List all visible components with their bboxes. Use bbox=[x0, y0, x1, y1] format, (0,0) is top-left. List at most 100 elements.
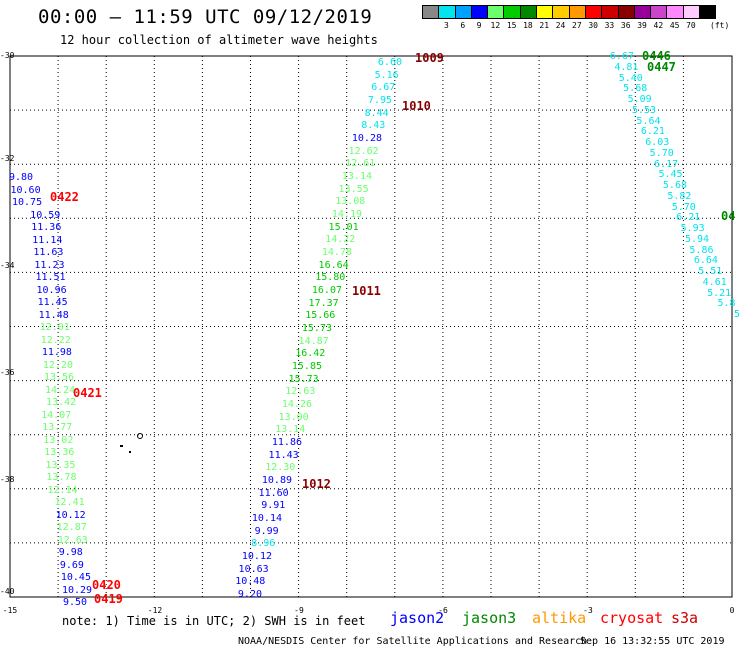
wave-height-label: 14.19 bbox=[331, 209, 362, 220]
wave-height-label: 5.51 bbox=[698, 266, 723, 277]
wave-height-label: 13.02 bbox=[43, 434, 74, 446]
wave-height-label: 12.30 bbox=[265, 462, 296, 474]
wave-height-label: 13.00 bbox=[278, 411, 309, 423]
wave-height-label: 14.26 bbox=[281, 399, 312, 410]
wave-height-label: 5.16 bbox=[374, 69, 399, 81]
wave-height-label: 12.63 bbox=[285, 386, 316, 398]
wave-height-label: 5.82 bbox=[667, 190, 692, 202]
color-scale-tick: 6 bbox=[460, 21, 466, 30]
wave-height-label: 13.55 bbox=[338, 183, 369, 195]
latitude-label: -40 bbox=[0, 587, 15, 596]
wave-height-label: 12.14 bbox=[47, 484, 78, 496]
wave-height-label: 15.80 bbox=[315, 272, 346, 284]
pass-time-label: 1009 bbox=[415, 51, 444, 65]
color-scale-tick: 30 bbox=[588, 21, 598, 30]
wave-height-label: 13.42 bbox=[46, 397, 77, 408]
wave-height-label: 12.22 bbox=[40, 334, 71, 346]
chart-subtitle: 12 hour collection of altimeter wave hei… bbox=[60, 33, 378, 47]
wave-height-label: 10.60 bbox=[10, 184, 41, 196]
pass-time-label: 0446 bbox=[642, 49, 671, 63]
wave-height-label: 13.14 bbox=[341, 171, 372, 182]
wave-height-label: 5.53 bbox=[631, 104, 657, 116]
color-scale-tick: 27 bbox=[572, 21, 582, 30]
credit-text: NOAA/NESDIS Center for Satellite Applica… bbox=[238, 636, 588, 647]
wave-height-label: 16.07 bbox=[311, 285, 342, 296]
wave-height-label: 10.14 bbox=[251, 513, 282, 524]
pass-time-label: 0422 bbox=[50, 190, 79, 204]
latitude-label: -30 bbox=[0, 51, 15, 60]
wave-height-label: 13.14 bbox=[275, 424, 306, 436]
color-scale-tick: 21 bbox=[539, 21, 550, 30]
wave-height-label: 12.61 bbox=[345, 158, 376, 170]
wave-height-label: 11.45 bbox=[37, 297, 68, 308]
island-dot bbox=[120, 445, 123, 447]
island-circle bbox=[137, 433, 143, 439]
wave-height-label: 13.35 bbox=[45, 459, 76, 471]
wave-height-label: 8.44 bbox=[364, 107, 389, 119]
wave-height-label: 13.78 bbox=[46, 472, 77, 483]
satellite-jason2: jason2 bbox=[390, 609, 445, 627]
wave-height-label: 14.07 bbox=[41, 409, 72, 421]
wave-height-label: 12.41 bbox=[54, 497, 85, 508]
pass-time-label: 0421 bbox=[73, 386, 102, 400]
wave-height-label: 15.85 bbox=[291, 361, 322, 372]
wave-height-label: 10.48 bbox=[235, 576, 266, 588]
wave-height-label: 8.96 bbox=[251, 538, 276, 550]
color-scale-tick: 18 bbox=[523, 21, 533, 30]
wave-height-label: 4.81 bbox=[614, 61, 639, 73]
wave-height-label: 7.95 bbox=[367, 95, 392, 106]
longitude-label: -3 bbox=[583, 606, 593, 615]
wave-height-label: 5.94 bbox=[684, 233, 710, 245]
wave-height-label: 12.62 bbox=[348, 145, 379, 157]
color-scale-tick: 70 bbox=[686, 21, 696, 30]
wave-height-label: 5.70 bbox=[649, 147, 674, 159]
longitude-label: -6 bbox=[438, 606, 448, 615]
wave-height-label: 15.73 bbox=[301, 323, 332, 334]
wave-height-label: 5.40 bbox=[618, 72, 643, 84]
wave-height-label: 12.87 bbox=[56, 522, 87, 533]
wave-height-label: 6.64 bbox=[693, 255, 718, 267]
wave-height-label: 10.63 bbox=[238, 563, 269, 575]
wave-height-label: 11.60 bbox=[258, 487, 289, 499]
wave-height-label: 13.08 bbox=[335, 196, 366, 208]
wave-height-label: 5.86 bbox=[689, 244, 714, 256]
footer-note: note: 1) Time is in UTC; 2) SWH is in fe… bbox=[62, 614, 366, 628]
wave-height-label: 5.21 bbox=[707, 287, 732, 299]
wave-height-label: 9.98 bbox=[58, 547, 83, 558]
satellite-jason3: jason3 bbox=[462, 609, 517, 627]
pass-time-label: 1010 bbox=[402, 99, 431, 113]
wave-height-label: 6.17 bbox=[654, 158, 679, 170]
latitude-label: -36 bbox=[0, 368, 15, 377]
wave-height-label: 10.59 bbox=[30, 209, 61, 221]
wave-height-label: 14.22 bbox=[325, 234, 356, 246]
graticule-grid bbox=[10, 56, 732, 597]
satellite-s3a: s3a bbox=[671, 609, 699, 627]
island-marks bbox=[120, 433, 143, 453]
wave-height-label: 6.67 bbox=[609, 51, 634, 62]
wave-height-label: 15.73 bbox=[288, 373, 319, 385]
longitude-label: 0 bbox=[729, 606, 735, 615]
wave-height-label: 10.28 bbox=[351, 133, 382, 144]
map-border bbox=[9, 55, 733, 598]
color-scale-tick: 45 bbox=[669, 21, 680, 30]
latitude-label: -34 bbox=[0, 261, 15, 270]
longitude-label: -9 bbox=[294, 606, 304, 615]
color-scale-tick: 12 bbox=[490, 21, 501, 30]
wave-height-label: 10.89 bbox=[261, 475, 292, 486]
wave-height-label: 6.60 bbox=[377, 57, 402, 68]
wave-height-label: 5.64 bbox=[636, 115, 661, 127]
color-scale-tick: 9 bbox=[476, 21, 482, 30]
wave-height-label: 12.63 bbox=[57, 534, 88, 546]
color-scale-tick: 33 bbox=[604, 21, 615, 30]
wave-height-label: 11.86 bbox=[271, 437, 302, 448]
wave-height-label: 11.43 bbox=[268, 449, 299, 461]
wave-height-label: 17.37 bbox=[308, 297, 339, 309]
pass-time-label: 1012 bbox=[302, 477, 331, 491]
wave-height-label: 16.42 bbox=[295, 348, 326, 360]
wave-height-label: 10.96 bbox=[36, 284, 67, 296]
wave-height-label: 9.20 bbox=[237, 589, 262, 600]
wave-height-label: 10.12 bbox=[55, 509, 86, 521]
color-scale-tick: 42 bbox=[653, 21, 664, 30]
pass-time-label: 0419 bbox=[94, 592, 123, 606]
